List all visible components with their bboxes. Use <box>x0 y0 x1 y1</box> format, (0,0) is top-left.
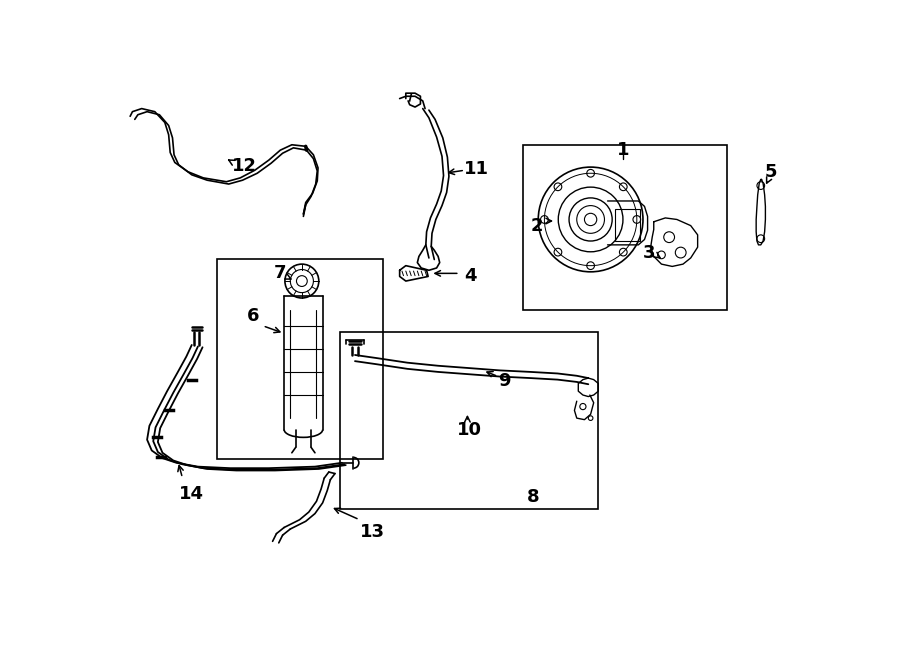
Text: 2: 2 <box>530 217 543 235</box>
Text: 7: 7 <box>274 264 286 282</box>
Text: 14: 14 <box>179 485 204 502</box>
Text: 11: 11 <box>464 161 490 178</box>
Text: 9: 9 <box>498 372 510 390</box>
Bar <box>340 332 598 509</box>
Text: 13: 13 <box>360 523 385 541</box>
Text: 8: 8 <box>526 488 539 506</box>
Text: 10: 10 <box>456 420 482 439</box>
Text: 5: 5 <box>764 163 777 180</box>
Text: 12: 12 <box>231 157 256 175</box>
Text: 4: 4 <box>464 268 477 286</box>
Text: 3: 3 <box>643 243 655 262</box>
Bar <box>523 145 727 310</box>
Text: 1: 1 <box>616 141 629 159</box>
Bar <box>616 209 640 241</box>
Bar <box>217 258 382 459</box>
Text: 6: 6 <box>248 307 259 325</box>
